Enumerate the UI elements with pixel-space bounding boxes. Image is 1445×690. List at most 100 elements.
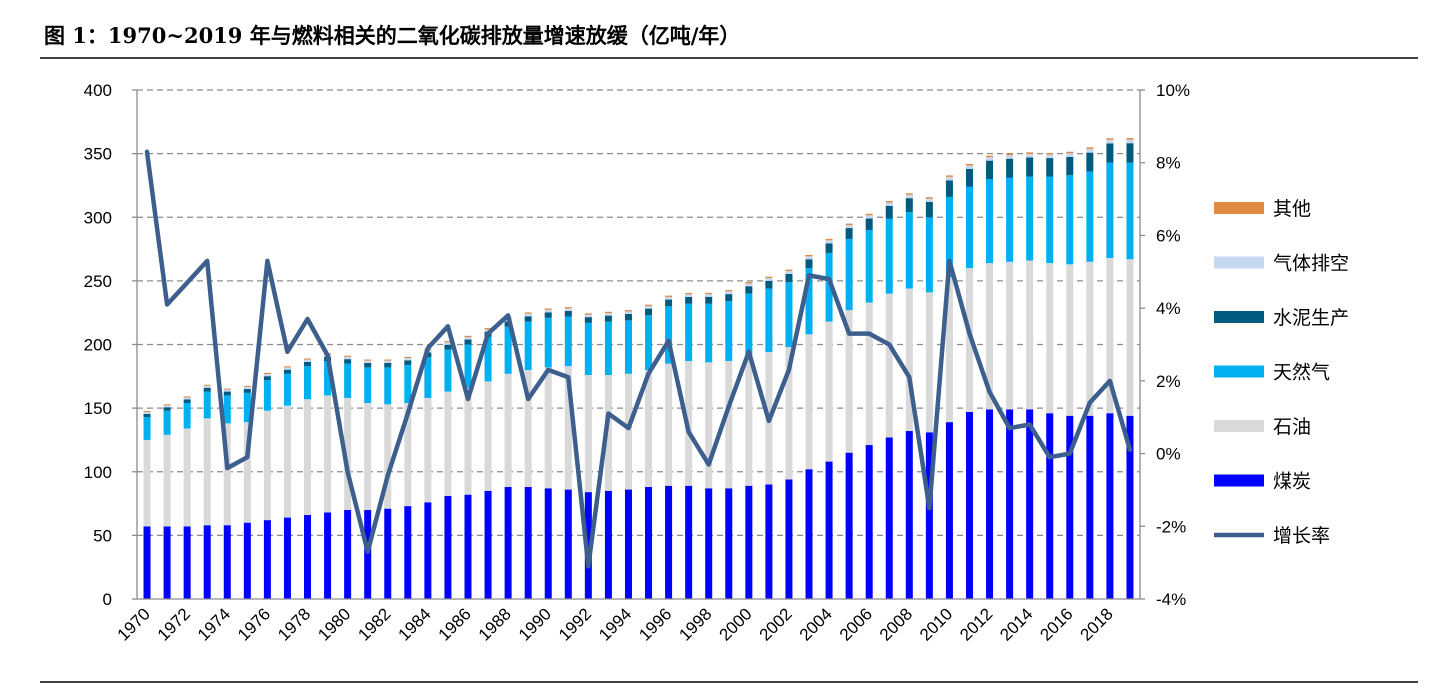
y2-tick-label: 2% — [1156, 372, 1181, 391]
bar-segment — [464, 337, 472, 340]
bar-segment — [705, 303, 713, 363]
y-tick-label: 100 — [84, 463, 112, 482]
bar-segment — [965, 165, 973, 169]
bar-segment — [243, 522, 251, 599]
bar-segment — [665, 485, 673, 599]
bar-segment — [143, 417, 151, 440]
bar-segment — [304, 359, 312, 362]
bar-segment — [283, 366, 291, 368]
bar-segment — [223, 389, 231, 392]
bar-segment — [845, 310, 853, 453]
bar-segment — [564, 310, 572, 317]
bar-segment — [865, 218, 873, 230]
legend-swatch — [1214, 256, 1264, 269]
bar-segment — [645, 305, 653, 309]
bar-segment — [163, 526, 171, 599]
bar-segment — [304, 399, 312, 516]
legend-label: 石油 — [1273, 416, 1311, 438]
x-tick-label: 1994 — [595, 604, 635, 644]
bar-segment — [263, 520, 271, 599]
bar-segment — [424, 502, 432, 599]
x-tick-label: 1992 — [555, 604, 595, 644]
bar-segment — [404, 360, 412, 365]
bar-segment — [484, 490, 492, 599]
x-tick-label: 1980 — [314, 604, 354, 644]
bar-segment — [865, 213, 873, 216]
bar-segment — [544, 312, 552, 318]
bar-segment — [544, 317, 552, 368]
bar-segment — [785, 347, 793, 480]
legend-label: 煤炭 — [1273, 471, 1311, 493]
bar-segment — [283, 367, 291, 370]
bar-segment — [885, 202, 893, 206]
bar-segment — [183, 428, 191, 527]
bar-segment — [945, 180, 953, 197]
bar-segment — [925, 432, 933, 599]
bar-segment — [685, 292, 693, 295]
bar-segment — [384, 404, 392, 509]
y-tick-label: 300 — [84, 208, 112, 227]
x-tick-label: 2002 — [756, 604, 796, 644]
bar-segment — [1126, 143, 1134, 163]
bar-segment — [1106, 139, 1114, 144]
bar-segment — [444, 391, 452, 496]
bar-segment — [624, 310, 632, 312]
bar-segment — [203, 391, 211, 419]
x-tick-label: 2008 — [876, 604, 916, 644]
bar-segment — [584, 375, 592, 493]
bar-segment — [705, 292, 713, 295]
bar-segment — [203, 525, 211, 599]
y2-tick-label: 10% — [1156, 81, 1190, 100]
bar-segment — [965, 186, 973, 269]
bar-segment — [604, 490, 612, 599]
bar-segment — [444, 342, 452, 345]
bar-segment — [624, 313, 632, 321]
bar-segment — [945, 277, 953, 423]
bar-segment — [504, 487, 512, 599]
bar-segment — [1066, 175, 1074, 265]
bar-segment — [524, 316, 532, 322]
bar-segment — [324, 512, 332, 599]
bar-segment — [905, 212, 913, 289]
bar-segment — [203, 418, 211, 526]
bar-segment — [183, 403, 191, 429]
x-tick-label: 2018 — [1077, 604, 1117, 644]
bar-segment — [163, 434, 171, 527]
bar-segment — [223, 395, 231, 424]
bar-segment — [885, 201, 893, 203]
bar-segment — [604, 311, 612, 314]
bar-segment — [163, 410, 171, 435]
legend-swatch — [1214, 311, 1264, 323]
y2-tick-label: -2% — [1156, 517, 1186, 536]
bar-segment — [243, 389, 251, 393]
bar-segment — [544, 367, 552, 489]
bar-segment — [584, 314, 592, 318]
bar-segment — [825, 238, 833, 241]
bar-segment — [745, 283, 753, 287]
y-tick-label: 150 — [84, 399, 112, 418]
bar-segment — [905, 193, 913, 195]
bar-segment — [845, 238, 853, 311]
bar-segment — [1126, 139, 1134, 144]
bar-segment — [805, 469, 813, 599]
bar-segment — [1026, 153, 1034, 158]
bar-segment — [564, 307, 572, 309]
bar-segment — [484, 336, 492, 382]
bar-segment — [504, 373, 512, 488]
bar-segment — [665, 363, 673, 486]
bar-segment — [324, 361, 332, 396]
bar-segment — [685, 303, 693, 362]
bar-segment — [243, 385, 251, 387]
bar-segment — [223, 525, 231, 599]
bar-segment — [304, 358, 312, 360]
bar-segment — [1066, 415, 1074, 599]
y-tick-label: 350 — [84, 145, 112, 164]
bar-segment — [745, 286, 753, 294]
bar-segment — [263, 410, 271, 521]
bar-segment — [885, 293, 893, 438]
bar-segment — [384, 362, 392, 368]
x-tick-label: 1988 — [475, 604, 515, 644]
bar-segment — [524, 313, 532, 317]
bar-segment — [1126, 162, 1134, 260]
bar-segment — [283, 517, 291, 599]
